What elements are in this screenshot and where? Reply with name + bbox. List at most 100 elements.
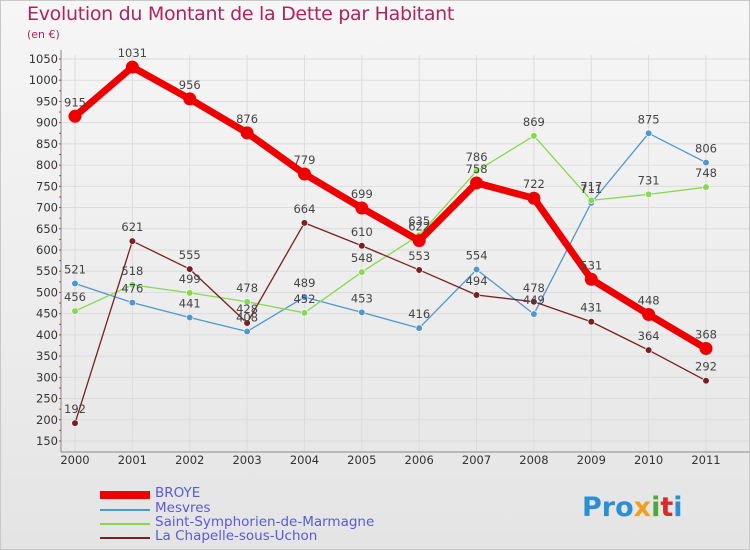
x-tick-label: 2011 [691, 453, 720, 467]
x-tick-label: 2008 [519, 453, 548, 467]
series-line-mesvres [74, 132, 707, 333]
x-tick-label: 2005 [347, 453, 376, 467]
data-label: 806 [695, 142, 717, 156]
data-point [645, 129, 653, 137]
data-point [472, 167, 481, 175]
data-label: 664 [293, 202, 315, 216]
y-tick-label: 700 [36, 201, 58, 215]
data-label: 531 [580, 258, 602, 272]
data-point [240, 126, 254, 140]
y-tick-label: 250 [36, 392, 58, 406]
data-point [584, 272, 598, 286]
data-label: 452 [293, 292, 315, 306]
data-point [358, 268, 366, 276]
data-point [186, 265, 194, 273]
data-label: 621 [121, 220, 143, 234]
data-point [702, 377, 710, 385]
data-label: 555 [179, 248, 201, 262]
data-label: 441 [179, 296, 201, 310]
x-tick-label: 2006 [405, 453, 434, 467]
data-label: 635 [408, 214, 430, 228]
data-label: 449 [523, 293, 545, 307]
data-point [702, 183, 710, 191]
data-point [527, 191, 541, 205]
y-tick-label: 450 [36, 307, 58, 321]
data-point [128, 281, 136, 289]
chart-title: Evolution du Montant de la Dette par Hab… [27, 3, 455, 25]
data-point [472, 291, 481, 299]
y-tick-label: 600 [36, 243, 58, 257]
data-label: 518 [121, 264, 143, 278]
x-tick-label: 2010 [634, 453, 663, 467]
data-label: 478 [236, 281, 258, 295]
y-tick-label: 150 [36, 434, 58, 448]
data-point [128, 237, 136, 245]
data-point [300, 293, 309, 301]
y-tick-label: 350 [36, 349, 58, 363]
data-point [300, 219, 309, 227]
y-tick-label: 800 [36, 158, 58, 172]
data-label: 548 [351, 251, 373, 265]
legend-label: BROYE [155, 485, 201, 501]
y-tick-label: 650 [36, 222, 58, 236]
data-point [186, 289, 194, 297]
data-point [530, 298, 538, 306]
data-label: 553 [408, 249, 430, 263]
data-point [702, 158, 710, 167]
x-tick-label: 2007 [462, 453, 491, 467]
data-label: 731 [638, 173, 660, 187]
data-point [297, 167, 311, 181]
data-point [699, 341, 713, 355]
data-point [68, 109, 82, 123]
data-point [470, 176, 484, 190]
y-tick-label: 900 [36, 116, 58, 130]
legend-label: Saint-Symphorien-de-Marmagne [155, 514, 375, 530]
legend-label: Mesvres [155, 500, 211, 516]
data-label: 748 [695, 166, 717, 180]
y-tick-label: 300 [36, 370, 58, 384]
data-label: 499 [179, 272, 201, 286]
x-tick-label: 2009 [577, 453, 606, 467]
data-label: 875 [638, 112, 660, 126]
data-point [243, 319, 251, 327]
data-label: 364 [638, 329, 660, 343]
y-tick-label: 1000 [29, 73, 58, 87]
data-label: 368 [695, 327, 717, 341]
data-label: 779 [293, 153, 315, 167]
data-label: 711 [580, 182, 602, 196]
data-point [71, 307, 79, 315]
data-label: 956 [179, 78, 201, 92]
data-point [355, 201, 369, 215]
data-point [412, 234, 426, 248]
data-point [128, 299, 136, 307]
x-tick-label: 2002 [175, 453, 204, 467]
data-label: 494 [466, 274, 488, 288]
data-label: 416 [408, 307, 430, 321]
data-label: 915 [64, 95, 86, 109]
data-label: 431 [580, 301, 602, 315]
legend-label: La Chapelle-sous-Uchon [155, 528, 318, 544]
data-label: 489 [293, 276, 315, 290]
y-tick-label: 950 [36, 94, 58, 108]
data-label: 722 [523, 177, 545, 191]
data-label: 758 [466, 162, 488, 176]
data-label: 786 [466, 150, 488, 164]
data-point [472, 265, 481, 274]
data-label: 476 [121, 282, 143, 296]
svg-text:Proxiti: Proxiti [582, 492, 683, 523]
data-point [587, 318, 595, 326]
data-point [183, 92, 197, 106]
data-point [71, 279, 79, 288]
data-point [645, 346, 653, 354]
y-tick-label: 200 [36, 413, 58, 427]
data-label: 869 [523, 115, 545, 129]
data-label: 192 [64, 402, 86, 416]
data-point [642, 308, 656, 322]
x-tick-label: 2000 [60, 453, 89, 467]
data-label: 876 [236, 112, 258, 126]
data-point [587, 196, 595, 204]
data-point [530, 310, 538, 318]
data-label: 292 [695, 360, 717, 374]
